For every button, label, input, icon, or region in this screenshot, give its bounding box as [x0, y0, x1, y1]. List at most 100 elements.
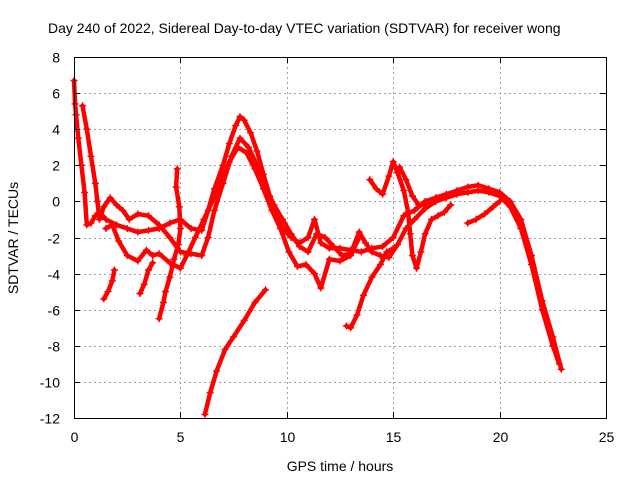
data-point: [108, 277, 116, 285]
data-point: [330, 243, 338, 250]
data-point: [119, 206, 127, 214]
series-track-h: [342, 244, 397, 332]
data-point: [464, 188, 472, 196]
data-point: [408, 192, 416, 200]
data-point: [104, 288, 112, 296]
data-point: [134, 210, 142, 218]
data-point: [394, 241, 401, 249]
series-line: [101, 267, 117, 302]
data-point: [236, 134, 244, 142]
data-point: [240, 317, 248, 324]
series-line: [344, 246, 396, 331]
series-line: [465, 199, 502, 226]
data-point: [325, 255, 333, 263]
data-point: [413, 264, 421, 272]
data-point: [402, 176, 410, 184]
data-point: [432, 194, 440, 202]
data-point: [155, 250, 163, 258]
data-point: [347, 324, 355, 332]
data-point: [74, 134, 82, 142]
data-point: [485, 188, 493, 196]
data-point: [517, 225, 525, 232]
data-point: [108, 221, 116, 229]
data-point: [389, 244, 397, 252]
series-line: [80, 103, 562, 367]
data-point: [134, 257, 142, 265]
data-point: [321, 234, 329, 241]
data-point: [175, 203, 183, 211]
series-track-d: [100, 266, 118, 303]
data-point: [247, 129, 255, 137]
data-point: [317, 284, 325, 292]
data-point: [206, 389, 214, 397]
data-point: [245, 143, 252, 151]
data-point: [123, 252, 131, 259]
data-point: [304, 234, 312, 241]
x-tick-label: 0: [71, 429, 79, 445]
y-tick-label: 0: [52, 194, 60, 210]
data-point: [347, 252, 355, 259]
data-point: [123, 225, 131, 232]
data-point: [217, 179, 225, 187]
data-point: [142, 246, 150, 254]
data-point: [145, 266, 152, 274]
data-point: [555, 360, 563, 368]
data-point: [134, 228, 142, 236]
data-point: [342, 322, 350, 330]
data-point: [225, 140, 233, 148]
series-track-f: [155, 165, 184, 323]
series-track-k: [464, 197, 504, 227]
data-point: [106, 194, 114, 202]
data-point: [434, 212, 442, 220]
y-tick-label: 8: [52, 50, 60, 66]
data-point: [187, 225, 195, 232]
data-point: [201, 410, 209, 418]
data-point: [174, 241, 182, 249]
data-point: [253, 147, 261, 155]
data-point: [83, 221, 91, 229]
data-point: [210, 206, 218, 214]
data-point: [96, 215, 103, 223]
data-point: [87, 219, 95, 227]
data-point: [415, 201, 423, 209]
data-point: [198, 252, 206, 259]
data-point: [366, 176, 374, 184]
data-point: [100, 203, 108, 211]
data-point: [423, 201, 431, 209]
data-point: [213, 367, 221, 375]
data-point: [159, 299, 167, 306]
data-point: [506, 203, 514, 211]
data-point: [221, 345, 229, 353]
y-tick-label: -8: [48, 339, 61, 355]
data-point: [166, 219, 174, 227]
data-point: [304, 248, 312, 256]
data-point: [145, 212, 152, 220]
data-point: [115, 237, 123, 245]
data-point: [396, 163, 404, 171]
data-point: [285, 248, 293, 256]
data-point: [166, 273, 174, 281]
series-track-e: [136, 259, 157, 297]
data-point: [162, 288, 169, 296]
data-point: [389, 158, 397, 166]
data-point: [453, 190, 461, 198]
x-tick-label: 15: [386, 429, 402, 445]
data-point: [474, 187, 482, 195]
data-point: [279, 215, 286, 223]
data-point: [376, 261, 384, 269]
data-point: [538, 306, 546, 314]
series-track-a: [70, 77, 565, 373]
data-point: [240, 116, 248, 124]
data-point: [191, 234, 199, 241]
data-point: [557, 365, 565, 373]
data-point: [442, 190, 450, 198]
data-point: [125, 215, 133, 223]
data-point: [362, 239, 369, 247]
data-point: [385, 253, 393, 261]
data-point: [293, 262, 301, 270]
data-point: [71, 100, 79, 108]
data-point: [400, 187, 408, 195]
data-point: [408, 252, 416, 259]
